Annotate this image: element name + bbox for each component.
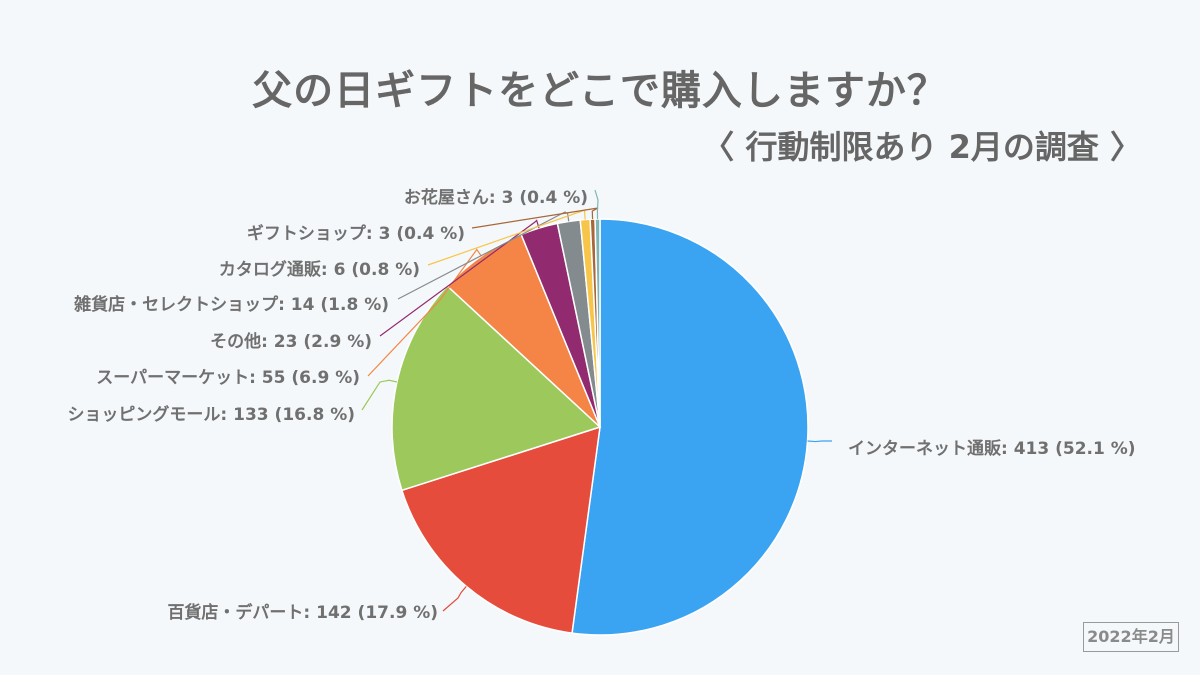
label-department: 百貨店・デパート: 142 (17.9 %) bbox=[167, 603, 438, 623]
leader-line bbox=[471, 207, 599, 229]
leader-line bbox=[594, 189, 599, 220]
leader-line bbox=[442, 585, 467, 612]
chart-subtitle: 〈 行動制限あり 2月の調査 〉 bbox=[702, 128, 1142, 166]
leader-line bbox=[379, 219, 540, 337]
leader-line bbox=[427, 209, 586, 266]
leader-line bbox=[361, 379, 398, 411]
leader-line bbox=[367, 248, 482, 377]
label-mall: ショッピングモール: 133 (16.8 %) bbox=[67, 405, 355, 425]
pie-slice bbox=[400, 425, 601, 634]
pie-slice bbox=[571, 218, 809, 636]
label-supermarket: スーパーマーケット: 55 (6.9 %) bbox=[96, 368, 360, 388]
label-florist: お花屋さん: 3 (0.4 %) bbox=[403, 188, 588, 208]
label-zakka: 雑貨店・セレクトショップ: 14 (1.8 %) bbox=[74, 295, 389, 315]
label-catalog: カタログ通販: 6 (0.8 %) bbox=[218, 260, 420, 280]
pie-slice bbox=[594, 218, 601, 428]
leader-line bbox=[807, 440, 832, 443]
label-giftshop: ギフトショップ: 3 (0.4 %) bbox=[246, 224, 465, 244]
label-other: その他: 23 (2.9 %) bbox=[210, 332, 372, 352]
label-internet: インターネット通販: 413 (52.1 %) bbox=[848, 439, 1136, 459]
leader-lines bbox=[361, 189, 832, 612]
pie-slice bbox=[391, 284, 602, 492]
chart-title: 父の日ギフトをどこで購入しますか？ bbox=[252, 68, 948, 114]
date-badge: 2022年2月 bbox=[1083, 622, 1179, 652]
pie-slices bbox=[391, 218, 809, 636]
